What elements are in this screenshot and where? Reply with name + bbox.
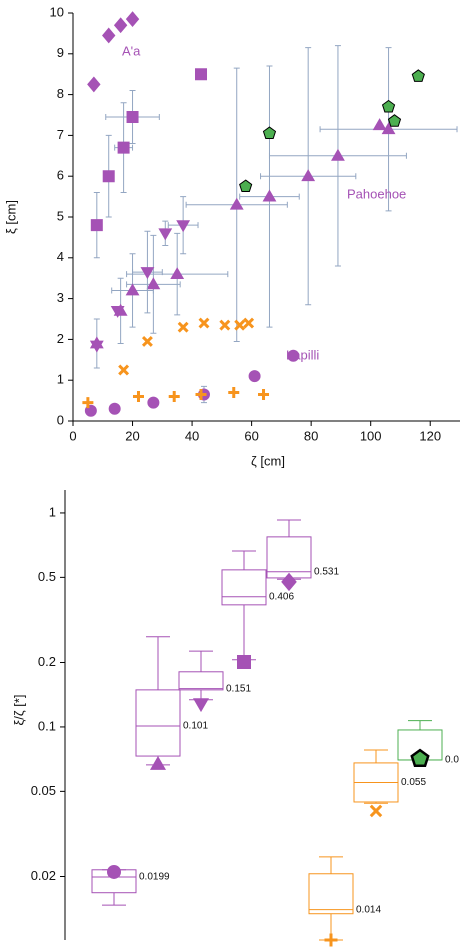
y-tick-label: 1 [49,504,56,519]
annotation: Pahoehoe [347,186,406,201]
x-tick-label: 120 [419,428,441,443]
marker [234,319,246,331]
y-tick-label: 7 [57,127,64,142]
marker [147,396,160,409]
marker [372,118,387,131]
x-tick-label: 20 [125,428,139,443]
marker [301,169,316,182]
marker [113,17,128,34]
marker [281,572,297,592]
marker [102,170,115,183]
marker [125,283,140,296]
y-tick-label: 10 [50,4,64,19]
marker [126,111,139,124]
marker [87,76,101,93]
y-tick-label: 5 [57,208,64,223]
box [178,671,224,691]
y-tick-label: 3 [57,290,64,305]
marker [381,99,396,113]
marker [141,335,153,347]
marker [140,267,155,280]
marker [239,179,253,193]
value-label: 0.055 [401,777,426,788]
marker [110,305,125,318]
annotation: A'a [122,43,141,58]
value-label: 0.014 [356,904,381,915]
y-tick-label: 9 [57,45,64,60]
value-label: 0.0 [445,755,459,766]
y-tick-label: 1 [57,372,64,387]
y-tick-label: 4 [57,249,64,264]
marker [262,189,277,202]
marker [102,27,116,44]
marker [198,317,210,329]
marker [243,317,255,329]
value-label: 0.531 [314,566,339,577]
marker [410,748,430,767]
marker [192,698,210,713]
box [135,689,181,757]
marker [262,126,277,139]
marker [176,220,191,233]
y-axis-title: ξ [cm] [3,200,18,234]
value-label: 0.0199 [139,872,170,883]
marker [90,219,103,232]
marker [146,277,161,290]
x-tick-label: 0 [69,428,76,443]
marker [195,388,207,400]
y-tick-label: 2 [57,331,64,346]
marker [125,11,140,28]
marker [369,804,383,818]
x-tick-label: 80 [304,428,318,443]
marker [177,321,189,333]
marker [108,402,121,415]
marker [381,122,396,135]
value-label: 0.101 [183,721,208,732]
marker [219,319,231,331]
marker [229,197,244,210]
marker [195,68,208,81]
marker [168,391,180,403]
marker [118,364,130,376]
marker [411,69,425,82]
y-tick-label: 0 [57,412,64,427]
y-tick-label: 0.1 [38,718,56,733]
marker [258,388,270,400]
marker [107,864,121,879]
value-label: 0.151 [226,683,251,694]
marker [331,148,345,161]
y-tick-label: 0.02 [31,868,56,883]
y-axis-title: ξ/ζ [*] [11,694,26,725]
marker [248,370,261,383]
marker [132,391,144,403]
marker [237,655,251,670]
y-tick-label: 8 [57,86,64,101]
y-tick-label: 0.5 [38,569,56,584]
marker [149,756,167,770]
marker [324,933,338,947]
x-axis-title: ζ [cm] [251,453,285,468]
y-tick-label: 6 [57,168,64,183]
y-tick-label: 0.05 [31,783,56,798]
value-label: 0.406 [269,591,294,602]
marker [117,141,130,154]
marker [228,386,240,398]
x-tick-label: 60 [244,428,258,443]
marker [287,349,300,362]
marker [170,267,185,280]
marker [158,228,173,241]
y-tick-label: 0.2 [38,654,56,669]
marker [387,114,402,127]
box [221,569,267,606]
marker [89,340,104,353]
marker [82,397,94,409]
box [308,873,354,915]
x-tick-label: 40 [185,428,199,443]
annotation: Lapilli [286,347,319,362]
x-tick-label: 100 [360,428,382,443]
